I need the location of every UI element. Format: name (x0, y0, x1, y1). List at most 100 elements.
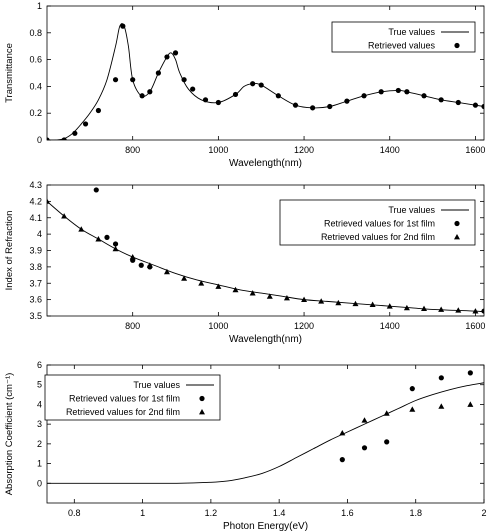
series-2-point (250, 81, 256, 87)
series-2-point (104, 234, 110, 240)
series-2-point (61, 137, 67, 140)
y-tick-label: 1 (37, 459, 42, 469)
series-3-point (283, 294, 290, 301)
x-tick-label: 1600 (465, 321, 485, 331)
y-tick-label: 0.2 (29, 108, 42, 118)
series-2-point (481, 103, 484, 110)
series-2-point (404, 89, 410, 95)
series-2-point (472, 102, 479, 108)
plot-area-frame (46, 364, 485, 504)
y-tick-label: 0 (37, 478, 42, 488)
x-axis-label: Wavelength(nm) (229, 158, 302, 169)
series-2-point (258, 82, 264, 88)
x-tick-label: 0.8 (68, 508, 81, 518)
x-tick-label: 1200 (294, 321, 314, 331)
series-3-point (455, 307, 462, 313)
y-tick-label: 0.6 (29, 55, 42, 65)
legend-box (331, 21, 476, 53)
x-tick-label: 1 (140, 508, 145, 518)
x-tick-label: 1.8 (409, 508, 422, 518)
series-3-point (335, 299, 342, 306)
x-tick-label: 1400 (380, 321, 400, 331)
series-2-point (72, 130, 78, 136)
y-tick-label: 0.8 (29, 28, 42, 38)
series-2-point (215, 99, 221, 106)
series-3-point (409, 406, 416, 412)
series-3-point (472, 308, 479, 314)
series-2-point (112, 77, 119, 83)
plot-area-frame (46, 5, 485, 141)
legend-label: True values (388, 205, 435, 215)
series-2-point (481, 308, 484, 314)
x-tick-label: 1200 (294, 145, 314, 155)
legend-marker-swatch (199, 409, 205, 415)
x-tick-label: 1600 (465, 145, 485, 155)
legend: True values Retrieved values for 1st film… (279, 199, 476, 246)
series-2-point (120, 23, 126, 29)
series-3-point (467, 401, 474, 407)
legend-marker-swatch (454, 42, 460, 49)
series-1-line (47, 382, 484, 484)
series-3-point (146, 262, 153, 268)
series-2-point (409, 386, 415, 392)
series-3-point (339, 430, 346, 436)
y-tick-label: 4 (37, 399, 42, 409)
series-3-point (421, 305, 428, 312)
series-2-point (155, 70, 161, 76)
series-2-point (361, 445, 368, 451)
series-2-point (455, 99, 461, 106)
series-3-point (129, 254, 136, 260)
legend-marker-swatch (199, 395, 205, 402)
series-3-point (361, 417, 368, 423)
y-tick-label: 5 (37, 380, 42, 390)
legend-label: Retrieved values for 2nd film (321, 232, 435, 242)
series-2-point (327, 103, 333, 110)
x-tick-label: 1.6 (341, 508, 354, 518)
series-3-point (438, 306, 445, 312)
y-tick-label: 3 (37, 419, 42, 429)
y-tick-label: 6 (37, 360, 42, 370)
series-2-point (344, 98, 350, 104)
series-2-point (378, 89, 384, 95)
y-tick-label: 3.5 (29, 311, 42, 321)
series-3-point (403, 304, 410, 311)
x-tick-label: 2 (481, 508, 486, 518)
data-layer (47, 187, 484, 314)
series-2-point (164, 54, 170, 60)
series-2-point (275, 93, 281, 99)
series-3-point (198, 280, 205, 286)
legend: True values Retrieved values (331, 21, 476, 53)
series-2-point (82, 121, 89, 127)
series-2-point (139, 93, 145, 99)
series-1-line (47, 201, 484, 313)
legend-box (44, 374, 221, 421)
series-3-point (301, 296, 308, 303)
chart-panel-1: 800 1000 1200 1400 1600 0 0.2 0.4 0.6 0.8 1 Wavelen… (4, 1, 485, 169)
series-3-point (181, 275, 188, 281)
y-tick-label: 3.7 (29, 278, 42, 288)
series-3-point (266, 293, 273, 299)
legend-label: Retrieved values for 2nd film (66, 407, 180, 417)
series-3-point (318, 298, 325, 304)
series-3-point (163, 268, 170, 275)
y-tick-label: 3.6 (29, 295, 42, 305)
y-tick-label: 3.8 (29, 262, 42, 272)
series-2-point (421, 93, 427, 99)
legend-box (279, 199, 476, 246)
series-3-point (215, 283, 222, 289)
chart-panel-2: 800 1000 1200 1400 1600 3.5 3.6 3.7 3.8 3.9 4 4.1 4.… (4, 180, 485, 345)
series-2-point (310, 105, 316, 111)
data-layer (47, 23, 484, 140)
series-3-point (78, 226, 85, 232)
series-2-point (395, 87, 401, 94)
series-2-point (190, 86, 196, 92)
series-2-point (202, 97, 209, 103)
y-tick-label: 4 (37, 229, 42, 239)
series-3-point (386, 303, 393, 309)
y-axis-label: Transmittance (4, 43, 15, 103)
x-tick-label: 1400 (380, 145, 400, 155)
series-1-line (47, 23, 484, 140)
legend-label: Retrieved values (368, 41, 436, 51)
series-2-point (467, 370, 473, 376)
